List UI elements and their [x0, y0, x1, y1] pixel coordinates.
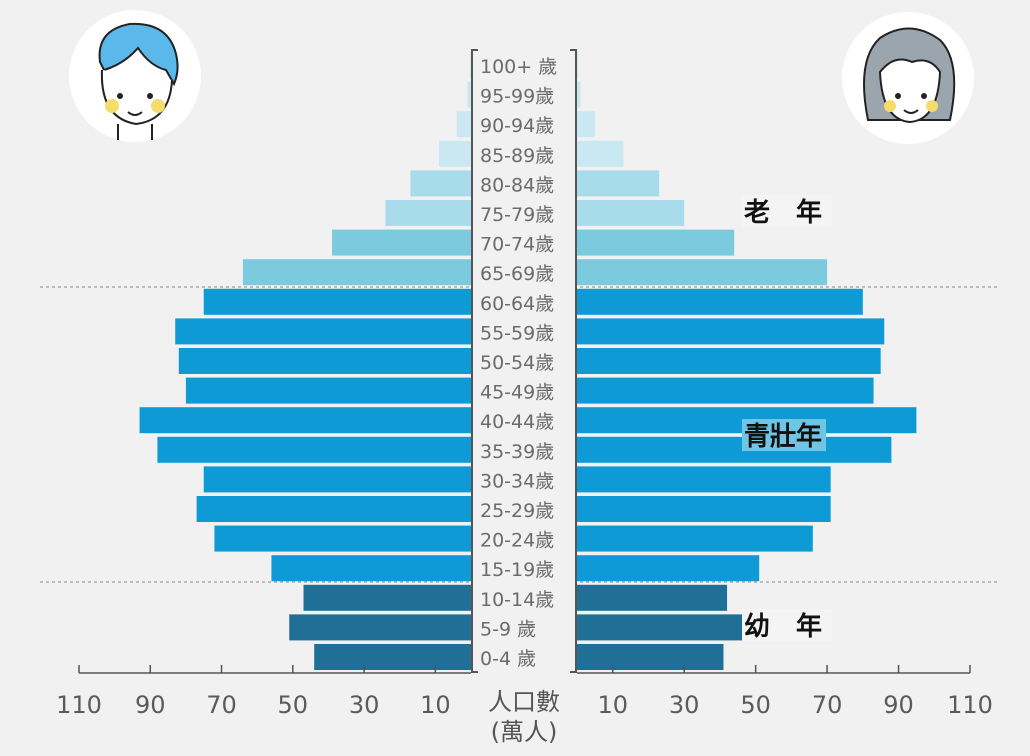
- x-tick-label: 50: [740, 691, 771, 719]
- bar-left-13: [242, 259, 471, 286]
- age-label-3: 15-19歲: [480, 559, 554, 581]
- age-label-14: 70-74歲: [480, 234, 554, 256]
- age-label-10: 50-54歲: [480, 352, 554, 374]
- x-tick-label: 10: [420, 691, 451, 719]
- bar-left-20: [470, 52, 471, 78]
- bar-left-14: [332, 229, 471, 256]
- age-label-19: 95-99歲: [480, 86, 554, 108]
- bar-right-9: [577, 377, 874, 404]
- right-bars: [577, 52, 917, 670]
- age-label-0: 0-4 歲: [480, 648, 536, 670]
- bar-right-1: [577, 614, 745, 641]
- bar-right-16: [577, 170, 660, 197]
- bar-left-4: [214, 525, 471, 552]
- bar-right-4: [577, 525, 813, 552]
- bar-right-10: [577, 348, 881, 374]
- bar-right-14: [577, 229, 735, 256]
- age-label-17: 85-89歲: [480, 145, 554, 167]
- x-tick-label: 110: [947, 691, 993, 719]
- age-label-16: 80-84歲: [480, 174, 554, 196]
- age-label-4: 20-24歲: [480, 530, 554, 552]
- x-tick-label: 90: [135, 691, 166, 719]
- group-label-2: 幼 年: [744, 611, 822, 642]
- bar-left-6: [203, 466, 471, 493]
- x-tick-label: 10: [597, 691, 628, 719]
- bar-left-17: [438, 140, 471, 167]
- bar-left-19: [467, 81, 471, 108]
- age-label-12: 60-64歲: [480, 293, 554, 315]
- bar-left-7: [157, 436, 471, 463]
- bar-left-18: [456, 111, 471, 138]
- x-tick-label: 110: [56, 691, 102, 719]
- bar-left-16: [410, 170, 471, 197]
- bar-left-12: [203, 288, 471, 315]
- age-label-18: 90-94歲: [480, 115, 554, 137]
- group-label-0: 老 年: [744, 197, 822, 228]
- bar-left-9: [185, 377, 471, 404]
- bar-right-6: [577, 466, 831, 493]
- x-axis: 110 90 70 50 30 10 10 30 50 70 90 110: [56, 665, 993, 719]
- bar-right-19: [577, 81, 581, 108]
- bar-right-18: [577, 111, 595, 138]
- age-label-15: 75-79歲: [480, 204, 554, 226]
- right-bracket: [570, 49, 577, 673]
- female-avatar-icon: [842, 12, 974, 144]
- bar-right-20: [577, 52, 578, 78]
- group-label-1: 青壯年: [744, 421, 822, 452]
- bar-right-3: [577, 555, 760, 582]
- bar-left-2: [303, 584, 471, 611]
- bar-right-11: [577, 318, 885, 345]
- group-label-bg-1: [742, 419, 826, 451]
- age-label-2: 10-14歲: [480, 589, 554, 611]
- age-label-9: 45-49歲: [480, 382, 554, 404]
- bar-right-7: [577, 436, 892, 463]
- age-label-1: 5-9 歲: [480, 618, 536, 640]
- bar-left-0: [314, 644, 471, 670]
- bar-right-15: [577, 200, 685, 226]
- group-label-bg-0: [742, 195, 832, 227]
- age-label-11: 55-59歲: [480, 322, 554, 344]
- left-bracket: [471, 49, 478, 673]
- age-label-7: 35-39歲: [480, 441, 554, 463]
- age-label-column: [472, 48, 576, 674]
- age-label-8: 40-44歲: [480, 411, 554, 433]
- bar-right-17: [577, 140, 624, 167]
- x-tick-label: 30: [669, 691, 700, 719]
- x-tick-label: 70: [206, 691, 237, 719]
- bar-left-15: [385, 200, 471, 226]
- bar-left-10: [178, 348, 472, 374]
- x-tick-label: 70: [812, 691, 843, 719]
- bar-left-3: [271, 555, 471, 582]
- bar-right-12: [577, 288, 863, 315]
- male-avatar-icon: [69, 10, 201, 142]
- bar-right-0: [577, 644, 724, 670]
- x-tick-label: 50: [278, 691, 309, 719]
- bar-left-5: [196, 496, 471, 522]
- bar-right-2: [577, 584, 728, 611]
- x-axis-title: 人口數: [488, 688, 560, 716]
- age-label-5: 25-29歲: [480, 500, 554, 522]
- bar-right-13: [577, 259, 828, 286]
- bar-left-11: [175, 318, 471, 345]
- age-label-13: 65-69歲: [480, 263, 554, 285]
- age-label-20: 100+ 歲: [480, 56, 557, 78]
- age-label-6: 30-34歲: [480, 470, 554, 492]
- bar-left-8: [139, 407, 471, 434]
- x-tick-label: 30: [349, 691, 380, 719]
- bar-right-5: [577, 496, 831, 522]
- x-axis-unit: (萬人): [491, 718, 558, 746]
- age-labels: 0-4 歲 5-9 歲 10-14歲 15-19歲 20-24歲 25-29歲 30-34歲…: [480, 56, 557, 670]
- bar-left-1: [289, 614, 471, 641]
- x-tick-label: 90: [883, 691, 914, 719]
- group-label-bg-2: [742, 609, 832, 641]
- left-bars: [139, 52, 472, 670]
